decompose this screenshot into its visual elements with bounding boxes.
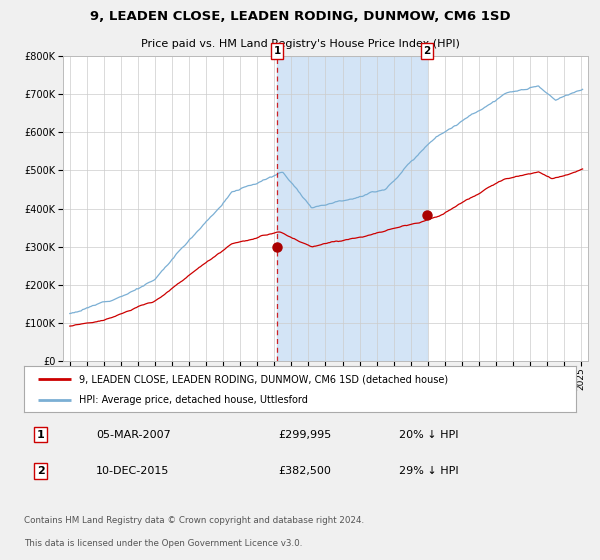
Bar [277,56,427,361]
Text: 2: 2 [423,46,430,56]
Text: 29% ↓ HPI: 29% ↓ HPI [400,466,459,476]
Text: 05-MAR-2007: 05-MAR-2007 [96,430,170,440]
Text: 10-DEC-2015: 10-DEC-2015 [96,466,169,476]
Text: 9, LEADEN CLOSE, LEADEN RODING, DUNMOW, CM6 1SD: 9, LEADEN CLOSE, LEADEN RODING, DUNMOW, … [89,11,511,24]
Text: 20% ↓ HPI: 20% ↓ HPI [400,430,459,440]
Text: Contains HM Land Registry data © Crown copyright and database right 2024.: Contains HM Land Registry data © Crown c… [24,516,364,525]
Text: £382,500: £382,500 [278,466,331,476]
Text: 1: 1 [37,430,44,440]
Text: HPI: Average price, detached house, Uttlesford: HPI: Average price, detached house, Uttl… [79,395,308,405]
Text: 9, LEADEN CLOSE, LEADEN RODING, DUNMOW, CM6 1SD (detached house): 9, LEADEN CLOSE, LEADEN RODING, DUNMOW, … [79,375,448,385]
Text: 2: 2 [37,466,44,476]
Text: This data is licensed under the Open Government Licence v3.0.: This data is licensed under the Open Gov… [24,539,302,548]
Text: £299,995: £299,995 [278,430,331,440]
Text: 1: 1 [274,46,281,56]
Text: Price paid vs. HM Land Registry's House Price Index (HPI): Price paid vs. HM Land Registry's House … [140,39,460,49]
